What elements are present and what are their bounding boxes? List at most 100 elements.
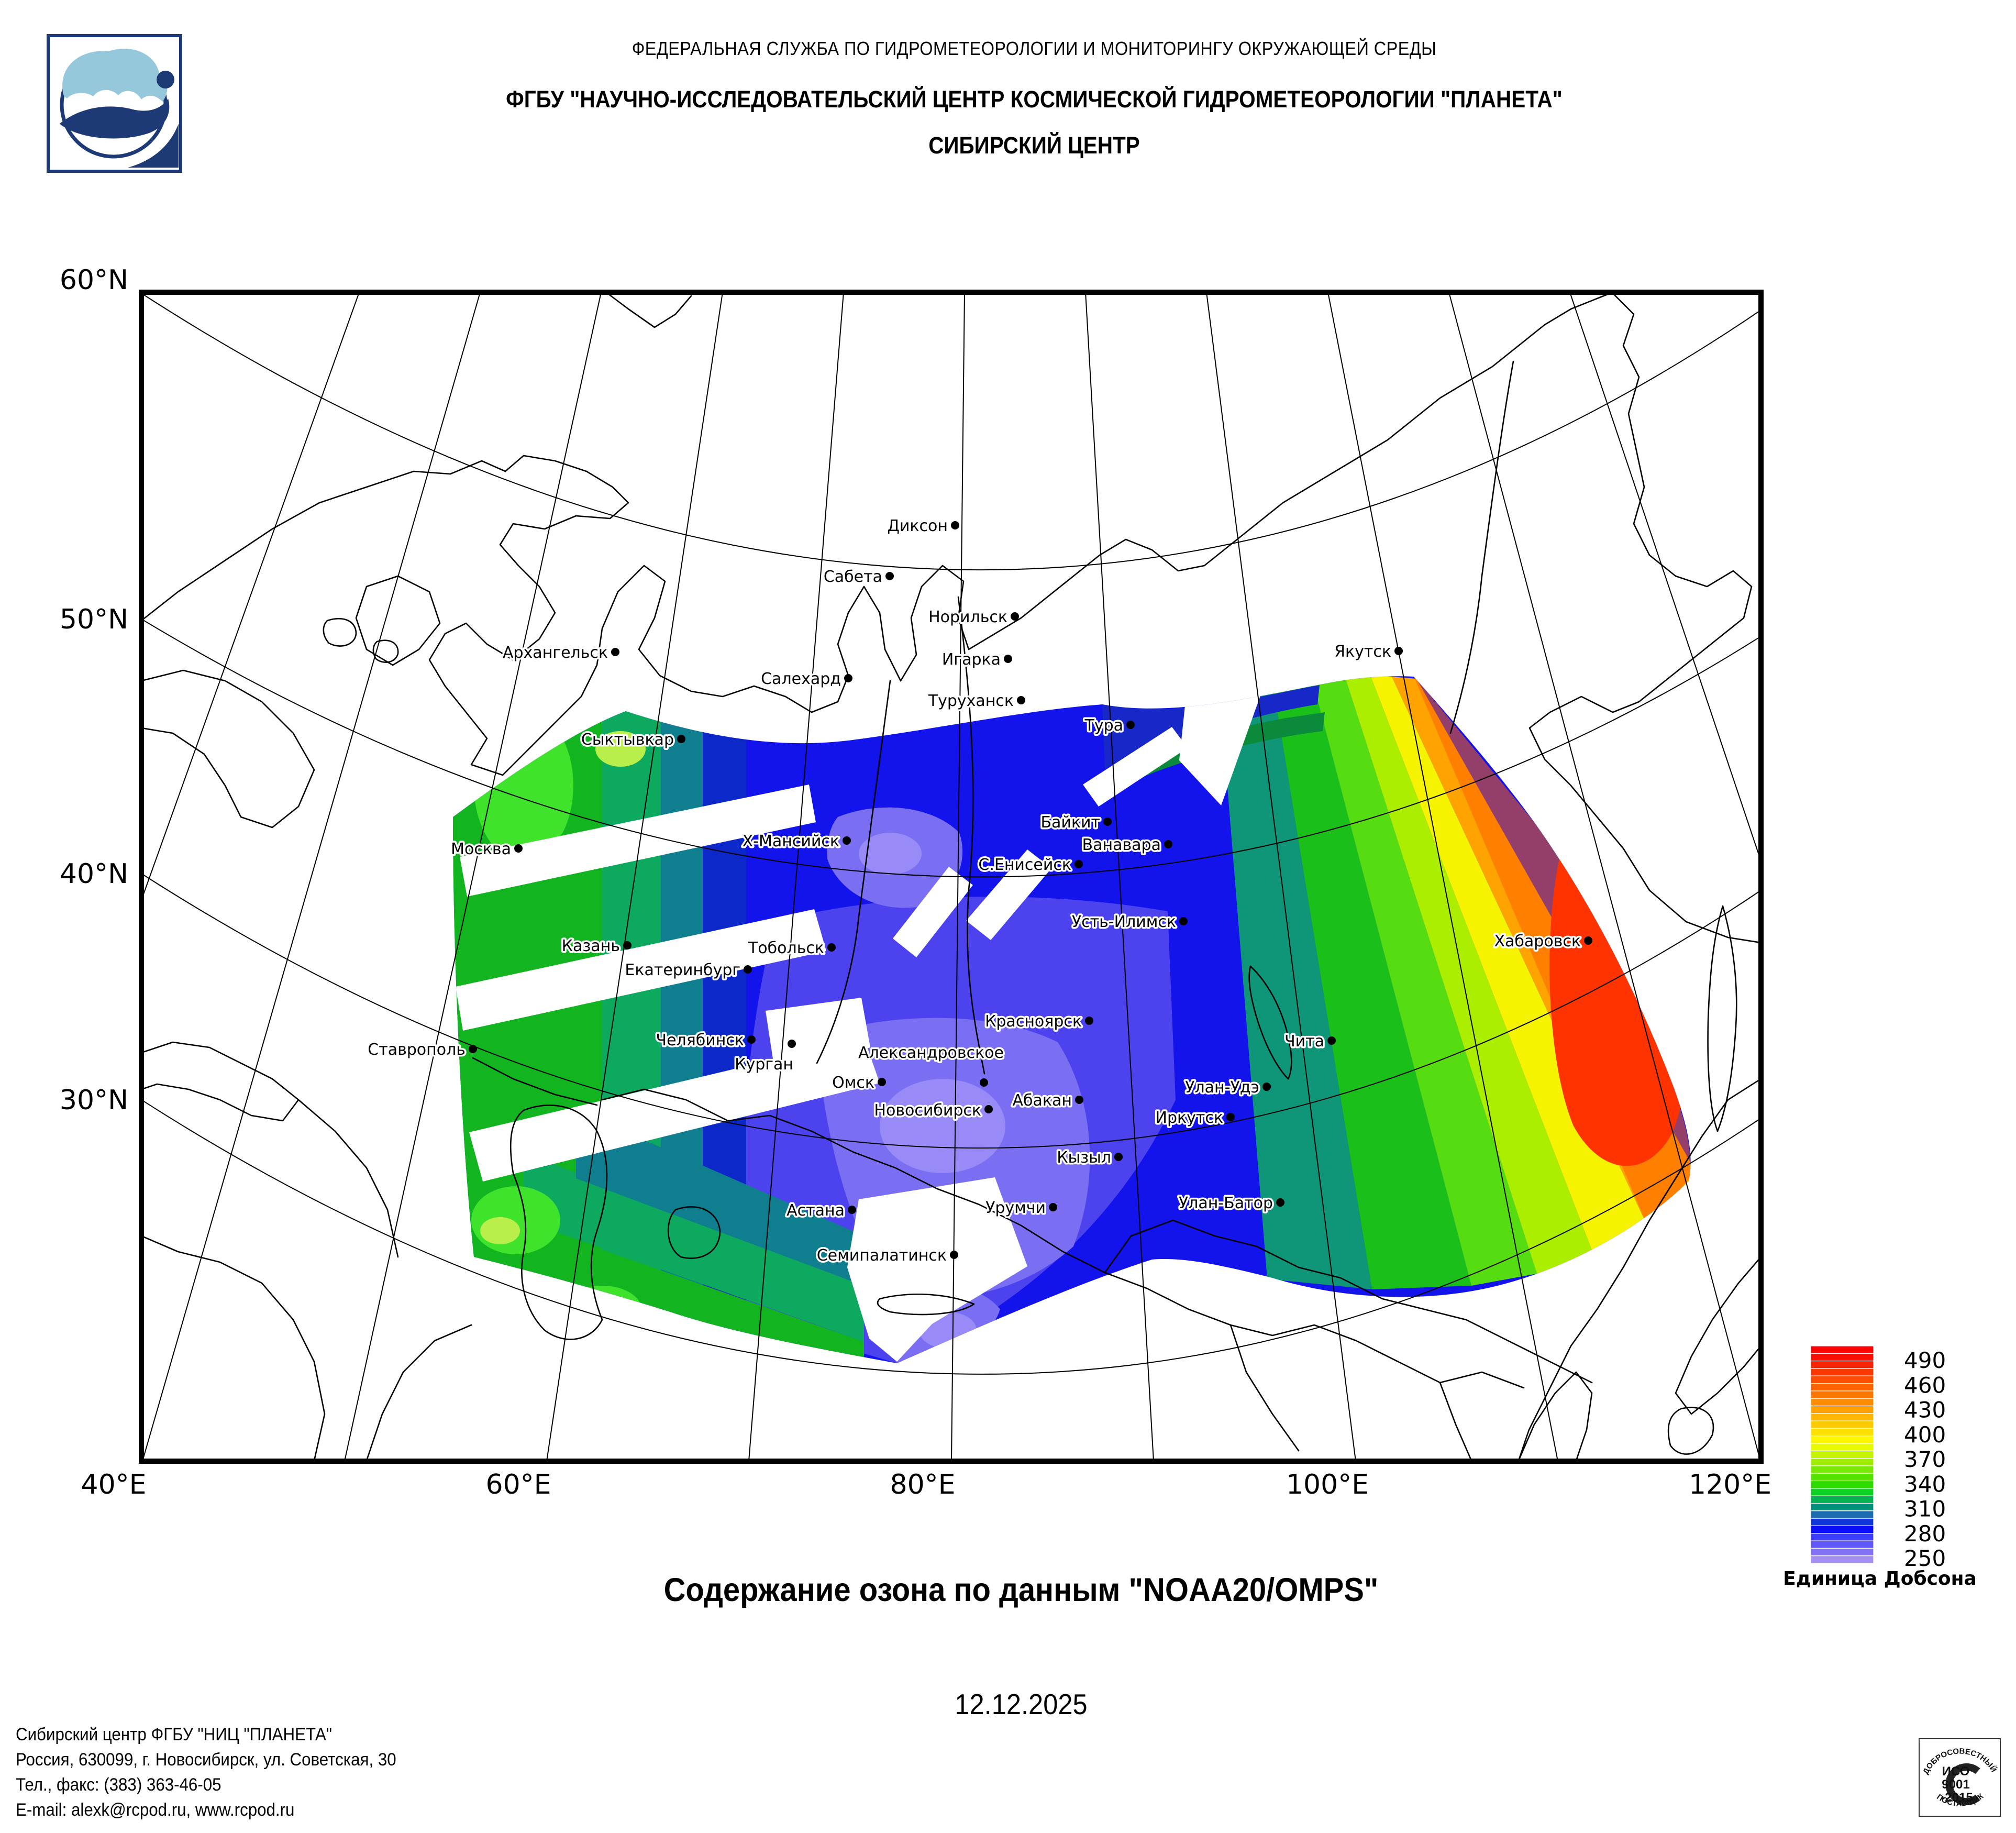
lake-balkhash xyxy=(877,1294,975,1316)
legend-color-step xyxy=(1810,1390,1874,1399)
scan-gap-south xyxy=(847,1177,1027,1362)
city-Игарка: Игарка xyxy=(940,649,1012,671)
lat-tick-label: 50°N xyxy=(60,604,128,635)
iso-badge: ДОБРОСОВЕСТНЫЙ ПОСТАВЩИК ИСО 9001 -2015 xyxy=(1919,1738,2001,1817)
city-dot xyxy=(1394,647,1403,655)
longitude-axis: 40°E 60°E 80°E 100°E 120°E xyxy=(81,1469,1771,1500)
scan-gap-slash xyxy=(966,849,1051,940)
city-Норильск: Норильск xyxy=(927,606,1019,628)
city-Абакан: Абакан xyxy=(1011,1090,1083,1112)
city-dot xyxy=(611,648,619,656)
city-Новосибирск: Новосибирск xyxy=(872,1100,993,1122)
legend-value: 370 xyxy=(1904,1446,1946,1472)
coast-baltic xyxy=(141,669,315,829)
city-Хабаровск: Хабаровск xyxy=(1492,931,1592,953)
legend-value: 340 xyxy=(1904,1471,1946,1497)
island-novaya-zemlya xyxy=(606,292,692,328)
city-label: Улан-Удэ xyxy=(1185,1078,1259,1097)
swath-teal-tongue xyxy=(576,1110,864,1286)
city-Красноярск: Красноярск xyxy=(983,1011,1093,1033)
city-Семипалатинск: Семипалатинск xyxy=(815,1245,958,1267)
island-japan-south xyxy=(1667,1407,1714,1455)
lon-tick-label: 60°E xyxy=(485,1469,551,1500)
legend-color-step xyxy=(1810,1480,1874,1489)
iso-badge-org: ИСО xyxy=(1942,1764,1970,1779)
city-label: Байкит xyxy=(1040,813,1100,832)
legend-colorbar xyxy=(1810,1345,1874,1564)
city-Омск: Омск xyxy=(830,1072,886,1094)
header-line-3: СИБИРСКИЙ ЦЕНТР xyxy=(928,132,1140,159)
legend-value: 250 xyxy=(1904,1545,1946,1571)
city-dot xyxy=(1075,1096,1083,1104)
city-dot xyxy=(848,1206,856,1214)
legend-color-step xyxy=(1810,1473,1874,1482)
city-label: Новосибирск xyxy=(874,1101,981,1120)
city-label: Диксон xyxy=(887,517,948,535)
lat-tick-label: 30°N xyxy=(60,1085,128,1116)
ozone-swath xyxy=(453,676,1691,1363)
city-dot xyxy=(1049,1203,1057,1211)
footer-line-email: E-mail: alexk@rcpod.ru, www.rcpod.ru xyxy=(16,1800,295,1820)
city-Иркутск: Иркутск xyxy=(1154,1107,1235,1129)
meridian-120e xyxy=(1448,292,1761,1461)
legend-color-step xyxy=(1810,1398,1874,1407)
city-label: Сыктывкар xyxy=(581,731,674,749)
city-dot xyxy=(1114,1153,1123,1161)
city-label: Казань xyxy=(562,937,620,955)
city-label: Тобольск xyxy=(748,939,824,957)
city-dot xyxy=(1126,721,1135,729)
legend-color-step xyxy=(1810,1518,1874,1527)
legend-value: 310 xyxy=(1904,1496,1946,1522)
swath-brightgreen-spot xyxy=(471,1186,560,1254)
city-dot xyxy=(1164,840,1172,848)
city-Тура: Тура xyxy=(1082,715,1135,737)
city-label: Иркутск xyxy=(1156,1109,1223,1127)
city-dot xyxy=(885,572,894,580)
swath-lavender-spot xyxy=(880,1079,1005,1173)
city-dot xyxy=(1017,696,1025,704)
meridian-50e xyxy=(344,292,602,1461)
lat-tick-label: 40°N xyxy=(60,858,128,890)
scan-gap-stripe xyxy=(469,1038,880,1181)
legend-value: 280 xyxy=(1904,1521,1946,1547)
city-Х-Мансийск: Х-Мансийск xyxy=(740,831,851,853)
city-dot xyxy=(950,1251,958,1259)
scan-gap-stripe xyxy=(456,909,826,1031)
city-label: Тура xyxy=(1084,716,1123,735)
legend-color-step xyxy=(1810,1555,1874,1564)
river-lena xyxy=(1449,360,1514,734)
cloud-icon xyxy=(62,48,168,102)
city-label: Ставрополь xyxy=(368,1041,466,1059)
meridian-110e xyxy=(1327,292,1558,1461)
city-Челябинск: Челябинск xyxy=(654,1030,756,1052)
city-Казань: Казань xyxy=(560,935,632,957)
city-Сабета: Сабета xyxy=(822,566,894,588)
satellite-icon xyxy=(157,71,174,89)
swath-east-lightgreen xyxy=(1312,676,1537,1286)
meridian-70e xyxy=(748,292,844,1461)
legend-color-step xyxy=(1810,1510,1874,1519)
city-Сыктывкар: Сыктывкар xyxy=(579,729,685,751)
legend-color-step xyxy=(1810,1495,1874,1504)
city-label: Хабаровск xyxy=(1494,932,1581,951)
swath-darkgreen-tongue xyxy=(524,1152,864,1342)
island-sakhalin xyxy=(1707,905,1737,1132)
city-dot xyxy=(788,1040,796,1048)
river-ob xyxy=(816,680,891,1064)
city-Салехард: Салехард xyxy=(759,668,852,690)
lake-baikal xyxy=(1248,965,1292,1080)
city-label: Улан-Батор xyxy=(1179,1194,1273,1212)
city-Москва: Москва xyxy=(449,838,523,860)
meridian-30e xyxy=(141,292,360,902)
coast-korea xyxy=(1517,1371,1593,1461)
swath-east-green xyxy=(1272,678,1471,1289)
city-Улан-Удэ: Улан-Удэ xyxy=(1183,1077,1271,1099)
city-label: Урумчи xyxy=(985,1199,1046,1217)
city-dot xyxy=(1011,612,1019,621)
city-С.Енисейск: С.Енисейск xyxy=(977,854,1083,876)
city-label: Архангельск xyxy=(503,644,608,662)
lon-tick-label: 80°E xyxy=(890,1469,955,1500)
logo xyxy=(47,34,182,173)
city-dot xyxy=(1276,1198,1284,1207)
